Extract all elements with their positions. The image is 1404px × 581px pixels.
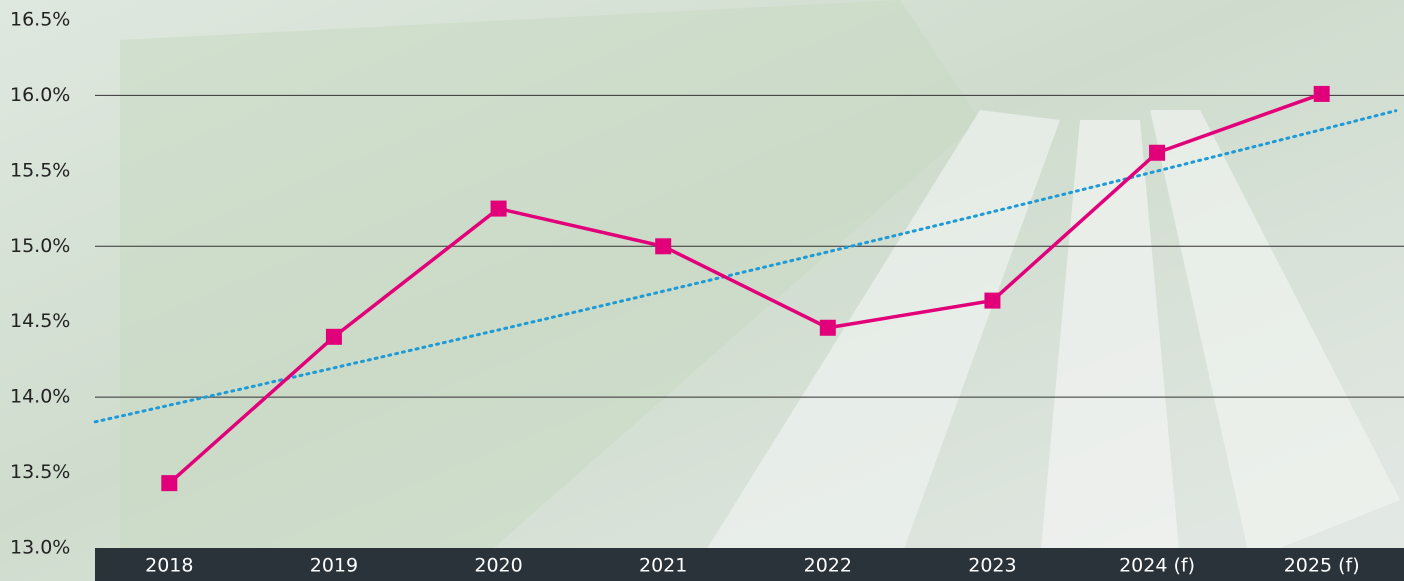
marker — [490, 200, 507, 217]
marker — [1313, 85, 1330, 102]
x-tick-label: 2021 — [639, 555, 687, 577]
marker — [325, 328, 342, 345]
y-tick-label: 15.5% — [10, 159, 70, 181]
marker — [1149, 144, 1166, 161]
y-tick-label: 13.5% — [10, 461, 70, 483]
y-tick-label: 14.5% — [10, 310, 70, 332]
trendline — [93, 109, 1398, 424]
background-shape — [1040, 120, 1180, 560]
marker — [984, 292, 1001, 309]
x-tick-label: 2025 (f) — [1284, 555, 1360, 577]
y-tick-label: 16.5% — [10, 9, 70, 31]
y-tick-label: 15.0% — [10, 235, 70, 257]
y-tick-label: 16.0% — [10, 84, 70, 106]
category-band — [95, 548, 1404, 581]
y-tick-label: 13.0% — [10, 537, 70, 559]
marker — [655, 238, 672, 255]
background-shape — [1150, 110, 1400, 560]
background-shape — [120, 0, 980, 560]
x-tick-label: 2019 — [310, 555, 358, 577]
x-tick-label: 2022 — [804, 555, 852, 577]
marker — [161, 475, 178, 492]
x-tick-label: 2018 — [145, 555, 193, 577]
x-tick-label: 2023 — [968, 555, 1016, 577]
background-shape — [700, 110, 1060, 560]
series-line — [168, 92, 1323, 485]
x-tick-label: 2020 — [474, 555, 522, 577]
x-tick-label: 2024 (f) — [1119, 555, 1195, 577]
y-tick-label: 14.0% — [10, 386, 70, 408]
marker — [819, 319, 836, 336]
